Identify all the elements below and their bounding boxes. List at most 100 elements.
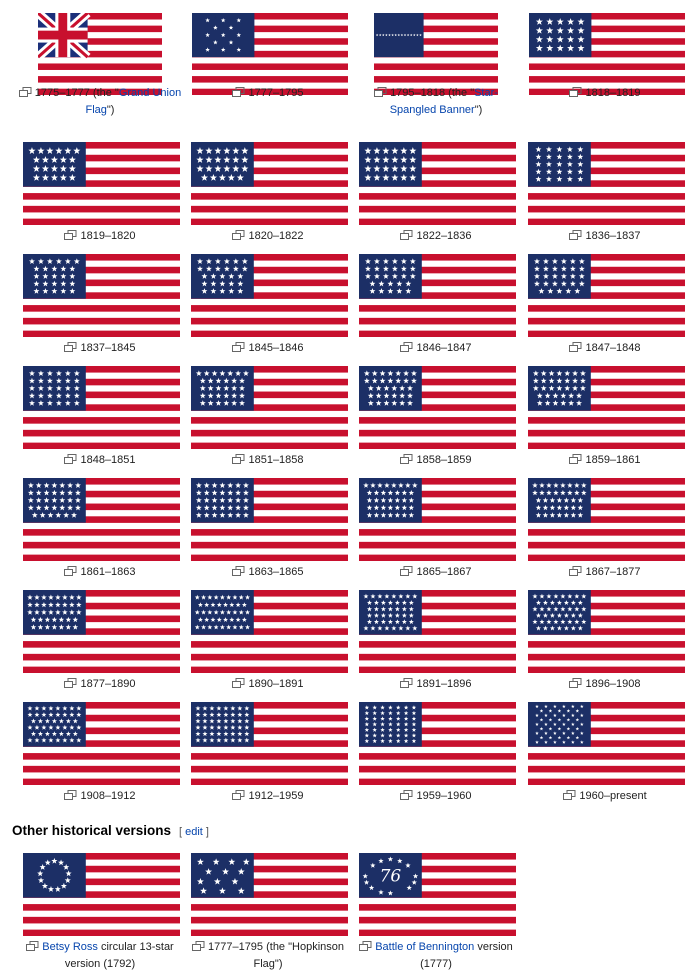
flag-image[interactable] [38, 13, 162, 95]
flag-caption: 1960–present [521, 788, 689, 805]
caption-text: 1818–1819 [585, 87, 641, 99]
caption-text: 1848–1851 [80, 454, 136, 466]
flag-caption: 1890–1891 [184, 676, 352, 693]
flag-image[interactable] [23, 142, 180, 225]
caption-text: 1777–1795 (the "Hopkinson Flag") [207, 941, 344, 970]
flag-image[interactable] [191, 478, 348, 561]
flag-caption: 1845–1846 [184, 340, 352, 357]
enlarge-icon[interactable] [64, 230, 77, 241]
flag-image[interactable] [528, 478, 685, 561]
enlarge-icon[interactable] [400, 454, 413, 465]
enlarge-icon[interactable] [569, 566, 582, 577]
flag-caption: 1822–1836 [352, 228, 520, 245]
flag-image[interactable] [191, 702, 348, 785]
enlarge-icon[interactable] [64, 454, 77, 465]
flag-caption: 1959–1960 [352, 788, 520, 805]
enlarge-icon[interactable] [400, 678, 413, 689]
caption-text: 1867–1877 [585, 566, 641, 578]
enlarge-icon[interactable] [569, 678, 582, 689]
enlarge-icon[interactable] [64, 790, 77, 801]
caption-link[interactable]: Battle of Bennington [375, 941, 475, 953]
caption-text: 1836–1837 [585, 230, 641, 242]
flag-caption: 1908–1912 [16, 788, 184, 805]
flag-caption: 1818–1819 [521, 85, 689, 102]
enlarge-icon[interactable] [400, 230, 413, 241]
enlarge-icon[interactable] [232, 87, 245, 98]
enlarge-icon[interactable] [400, 342, 413, 353]
enlarge-icon[interactable] [64, 678, 77, 689]
enlarge-icon[interactable] [191, 941, 205, 952]
caption-text: 1846–1847 [416, 342, 472, 354]
flag-image[interactable] [23, 702, 180, 785]
flag-caption: 1859–1861 [521, 452, 689, 469]
flag-image[interactable] [23, 366, 180, 449]
caption-link[interactable]: Betsy Ross [42, 941, 98, 953]
enlarge-icon[interactable] [563, 790, 576, 801]
flag-image[interactable] [359, 590, 516, 673]
caption-link[interactable]: Star-Spangled Banner [389, 87, 498, 116]
flag-caption: 1848–1851 [16, 452, 184, 469]
flag-image[interactable] [528, 142, 685, 225]
flag-image[interactable] [528, 590, 685, 673]
flag-image[interactable] [359, 702, 516, 785]
edit-link[interactable]: edit [185, 826, 203, 838]
caption-text: 1896–1908 [585, 678, 641, 690]
flag-caption: 1777–1795 [184, 85, 352, 102]
flag-image[interactable] [359, 142, 516, 225]
enlarge-icon[interactable] [569, 230, 582, 241]
flag-image[interactable] [192, 13, 348, 95]
caption-text: 1960–present [579, 790, 647, 802]
canton-text: 76 [380, 867, 402, 887]
enlarge-icon[interactable] [359, 941, 372, 952]
enlarge-icon[interactable] [232, 454, 245, 465]
flag-caption: 1865–1867 [352, 564, 520, 581]
flag-caption: 1863–1865 [184, 564, 352, 581]
enlarge-icon[interactable] [232, 790, 245, 801]
flag-image[interactable] [191, 254, 348, 337]
caption-text: ") [474, 104, 483, 116]
enlarge-icon[interactable] [232, 342, 245, 353]
flag-caption: 1861–1863 [16, 564, 184, 581]
caption-text: 1959–1960 [416, 790, 472, 802]
flag-image[interactable] [528, 366, 685, 449]
enlarge-icon[interactable] [18, 87, 32, 98]
flag-image[interactable] [23, 853, 180, 936]
flag-image[interactable] [191, 590, 348, 673]
flag-image[interactable] [191, 853, 348, 936]
flag-image[interactable]: 76 [359, 853, 516, 936]
enlarge-icon[interactable] [232, 678, 245, 689]
enlarge-icon[interactable] [26, 941, 39, 952]
flag-image[interactable] [23, 254, 180, 337]
flag-image[interactable] [528, 254, 685, 337]
caption-text: 1865–1867 [416, 566, 472, 578]
enlarge-icon[interactable] [400, 790, 413, 801]
caption-text: 1877–1890 [80, 678, 136, 690]
enlarge-icon[interactable] [232, 566, 245, 577]
caption-text: 1795–1818 (the " [390, 87, 475, 99]
enlarge-icon[interactable] [569, 454, 582, 465]
flag-image[interactable] [191, 142, 348, 225]
flag-image[interactable] [528, 702, 685, 785]
caption-text: version (1777) [420, 941, 513, 970]
enlarge-icon[interactable] [569, 342, 582, 353]
edit-bracket-open: [ [179, 826, 186, 838]
flag-image[interactable] [23, 590, 180, 673]
flag-image[interactable] [529, 13, 685, 95]
enlarge-icon[interactable] [569, 87, 582, 98]
flag-image[interactable] [359, 254, 516, 337]
enlarge-icon[interactable] [400, 566, 413, 577]
flag-image[interactable] [23, 478, 180, 561]
enlarge-icon[interactable] [64, 566, 77, 577]
flag-image[interactable] [191, 366, 348, 449]
caption-text: 1858–1859 [416, 454, 472, 466]
flag-caption: 1847–1848 [521, 340, 689, 357]
flag-image[interactable] [359, 366, 516, 449]
flag-image[interactable] [359, 478, 516, 561]
enlarge-icon[interactable] [374, 87, 387, 98]
enlarge-icon[interactable] [232, 230, 245, 241]
flag-caption: 1858–1859 [352, 452, 520, 469]
flag-image[interactable] [374, 13, 498, 95]
enlarge-icon[interactable] [64, 342, 77, 353]
flag-caption: Betsy Ross circular 13-star version (179… [16, 939, 184, 973]
caption-link[interactable]: Grand Union Flag [85, 87, 182, 116]
